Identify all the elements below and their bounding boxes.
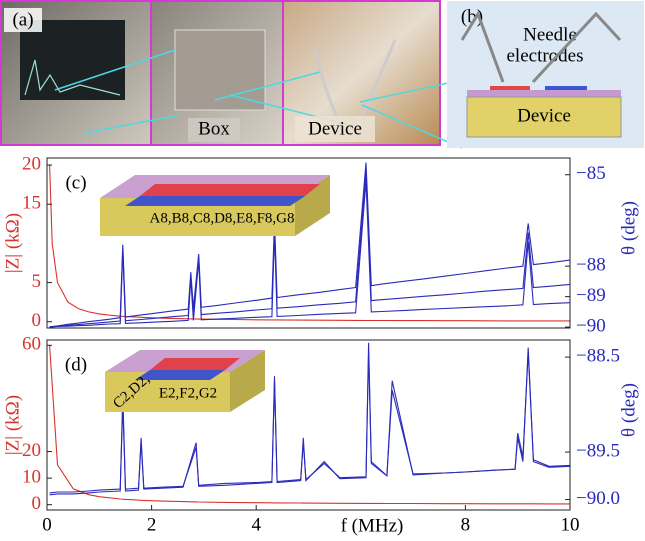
x-tick-label: 8 [461,514,471,535]
inset-label: E2,F2,G2 [159,385,217,401]
y-axis-label: |Z| (kΩ) [2,213,23,273]
box-label: Box [198,118,230,139]
y-tick-label: 5 [32,271,42,292]
y-tick-label: 15 [22,193,41,214]
panel-label: (a) [12,9,33,30]
panel-label: (c) [65,172,86,193]
inset-label: A8,B8,C8,D8,E8,F8,G8 [149,210,294,226]
y2-tick-label: −88 [576,255,606,276]
y-tick-label: 10 [22,466,41,487]
y2-axis-label: θ (deg) [618,383,639,437]
device-label: Device [517,105,571,126]
electrode-blue [545,86,587,90]
y2-tick-label: −89 [576,285,606,306]
y-axis-label: |Z| (kΩ) [2,395,23,455]
y-tick-label: 0 [32,493,42,514]
y2-tick-label: −90.0 [576,488,620,509]
x-tick-label: 10 [561,514,580,535]
x-tick-label: 4 [251,514,261,535]
y-tick-label: 60 [22,334,41,355]
figure: (a) Box Device (b) Needle electrodes Dev… [0,0,645,541]
y2-tick-label: −90 [576,315,606,336]
panel-b: (b) Needle electrodes Device [447,1,644,148]
x-tick-label: 0 [42,514,52,535]
panel-a: (a) Box Device [1,1,462,148]
panel-label: (d) [65,354,87,375]
y2-tick-label: −89.5 [576,440,620,461]
y2-axis-label: θ (deg) [618,201,639,255]
x-tick-label: 2 [147,514,157,535]
y-tick-label: 20 [22,153,41,174]
device-label: Device [308,118,362,139]
y-tick-label: 20 [22,440,41,461]
x-axis-label: f (MHz) [341,515,404,536]
device-top [467,90,621,97]
electrode-red [490,86,530,90]
needle-label: electrodes [506,45,583,66]
y2-tick-label: −88.5 [576,345,620,366]
y2-tick-label: −85 [576,163,606,184]
inset-c [100,175,330,236]
y-tick-label: 0 [32,310,42,331]
